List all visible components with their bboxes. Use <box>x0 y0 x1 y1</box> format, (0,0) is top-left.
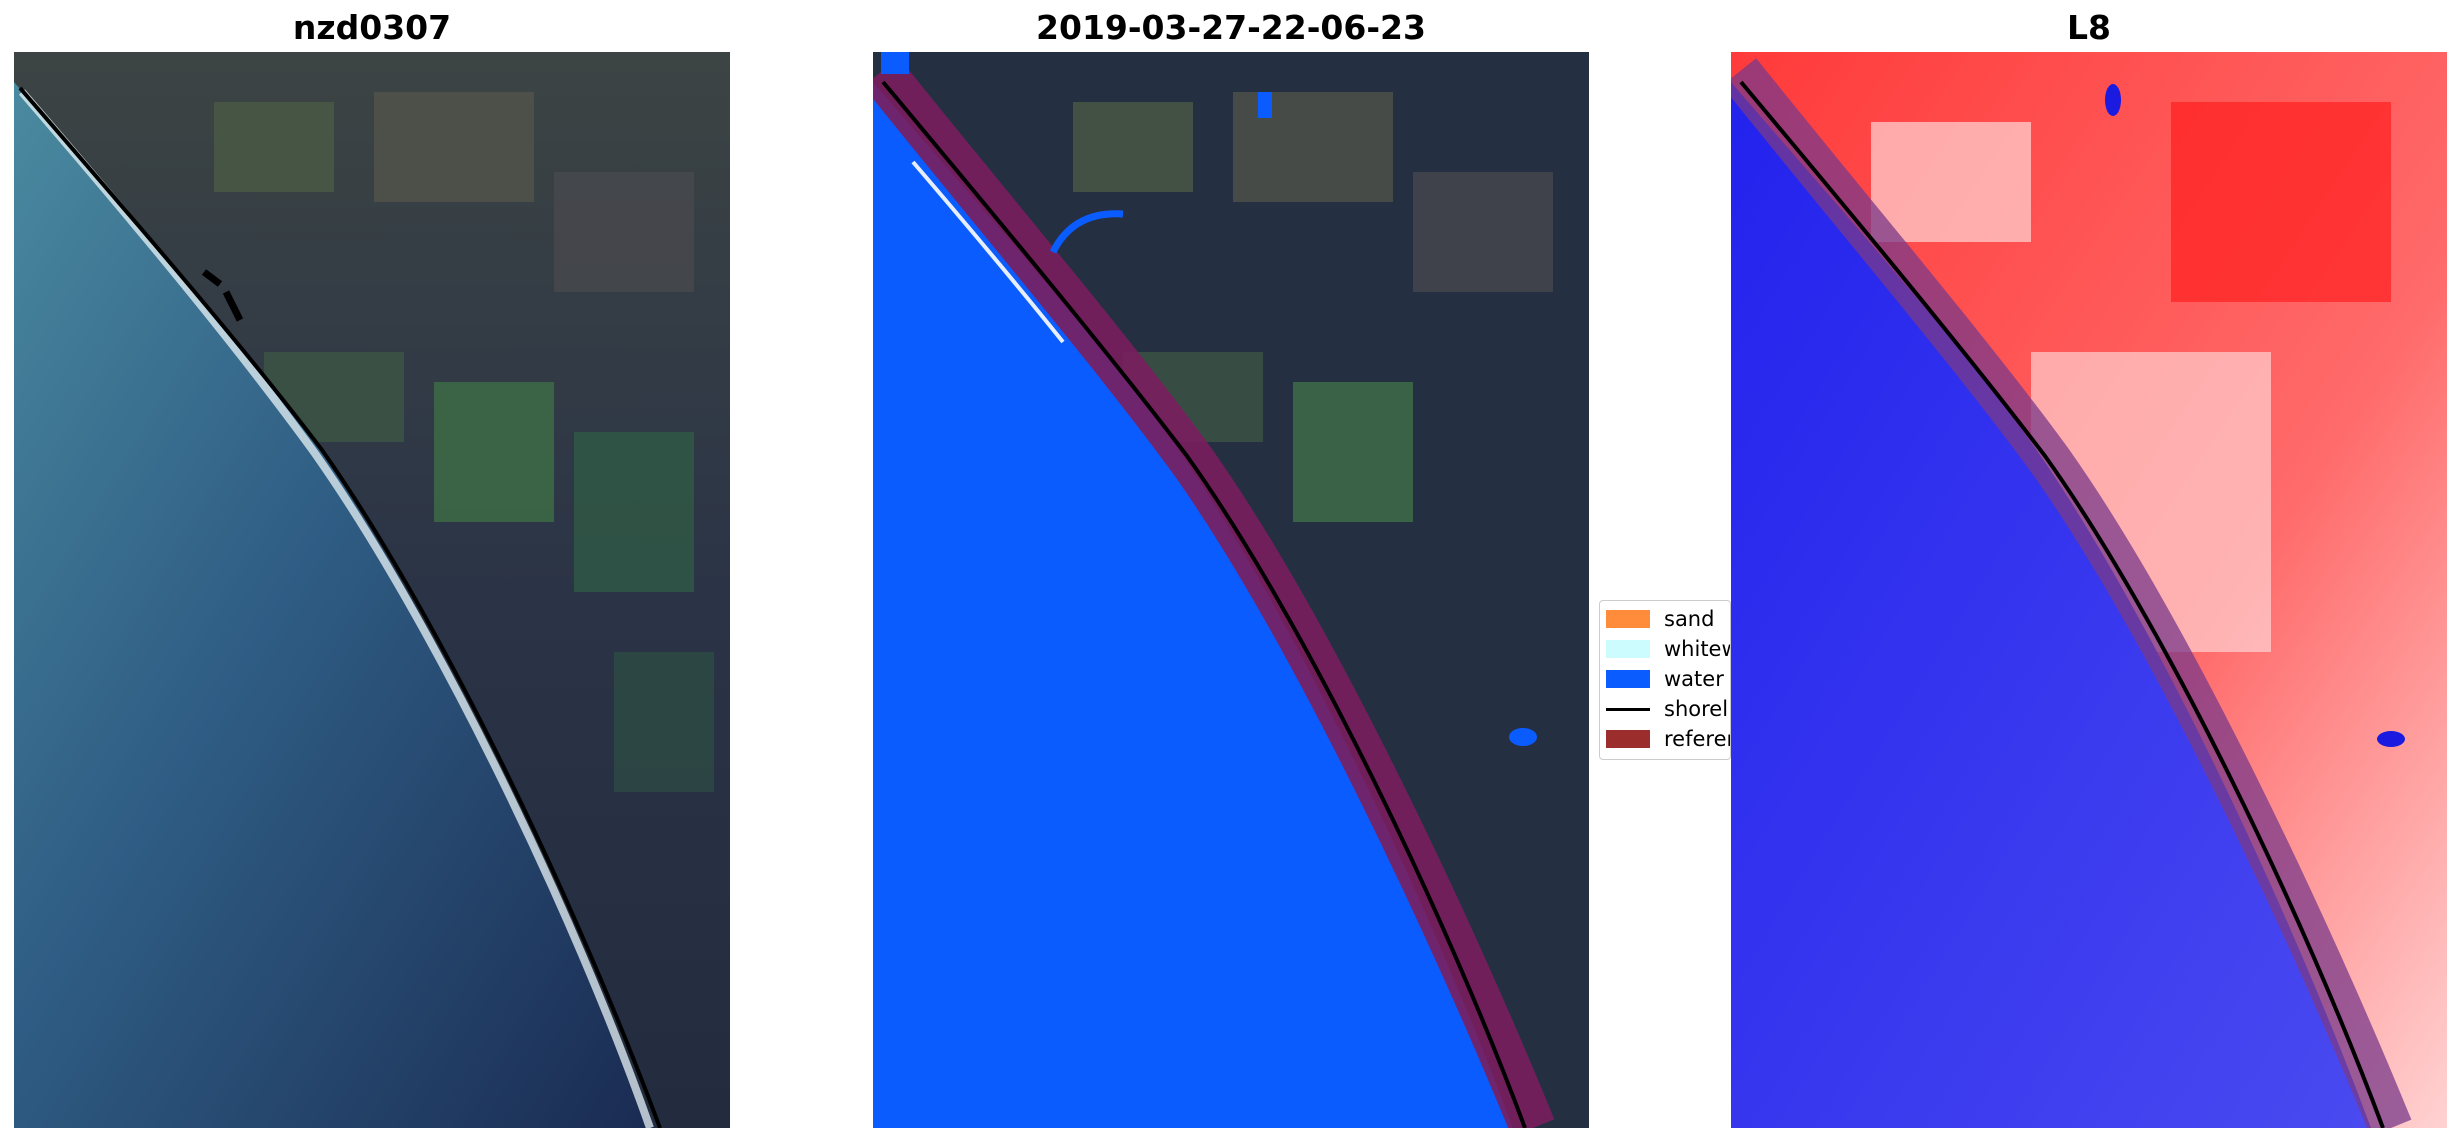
water-index-area <box>1731 82 2371 1128</box>
legend-swatch <box>1606 610 1650 628</box>
land-patch <box>1871 122 2031 242</box>
panel-classified: 2019-03-27-22-06-23 <box>873 0 1589 1142</box>
legend-swatch <box>1606 730 1650 748</box>
shoreline-line <box>18 86 662 1128</box>
legend-item-shoreline: shorel <box>1606 696 1730 722</box>
field-patch <box>614 652 714 792</box>
legend-label: sand <box>1664 607 1715 631</box>
field-patch <box>1073 102 1193 192</box>
index-image <box>1731 52 2447 1128</box>
field-patch <box>434 382 554 522</box>
field-patch <box>1293 382 1413 522</box>
panel-index: L8 <box>1731 0 2447 1142</box>
land-patch <box>2171 102 2391 302</box>
field-patch <box>214 102 334 192</box>
legend-item-water: water <box>1606 666 1730 692</box>
legend-item-sand: sand <box>1606 606 1730 632</box>
shoreline-line <box>881 80 1527 1128</box>
panel-true-colour: nzd0307 <box>14 0 730 1142</box>
field-patch <box>374 92 534 202</box>
field-patch <box>1233 92 1393 202</box>
ocean-area <box>14 82 654 1128</box>
pond <box>2105 84 2121 116</box>
pond <box>1509 728 1537 746</box>
legend-label: water <box>1664 667 1724 691</box>
field-patch <box>1413 172 1553 292</box>
shoreline-line <box>1739 80 2385 1128</box>
water-class-area <box>873 52 1513 1128</box>
legend-label: shorel <box>1664 697 1729 721</box>
water-patch <box>1258 92 1272 118</box>
whitewater-class <box>911 160 1065 344</box>
true-colour-image <box>14 52 730 1128</box>
panel-title: 2019-03-27-22-06-23 <box>1036 8 1426 47</box>
whitewater-band <box>18 89 654 1128</box>
legend-item-reference: referen <box>1606 726 1730 752</box>
water-patch <box>881 52 909 74</box>
legend-label: referen <box>1664 727 1730 751</box>
legend-swatch <box>1606 670 1650 688</box>
field-patch <box>554 172 694 292</box>
shoreline-segment <box>201 269 244 322</box>
panel-title: nzd0307 <box>292 8 452 47</box>
classified-image <box>873 52 1589 1128</box>
pond <box>2377 731 2405 747</box>
field-patch <box>574 432 694 592</box>
legend-swatch <box>1606 640 1650 658</box>
river-channel <box>1049 210 1124 254</box>
legend-line <box>1606 707 1650 711</box>
panel-title: L8 <box>2067 8 2111 47</box>
